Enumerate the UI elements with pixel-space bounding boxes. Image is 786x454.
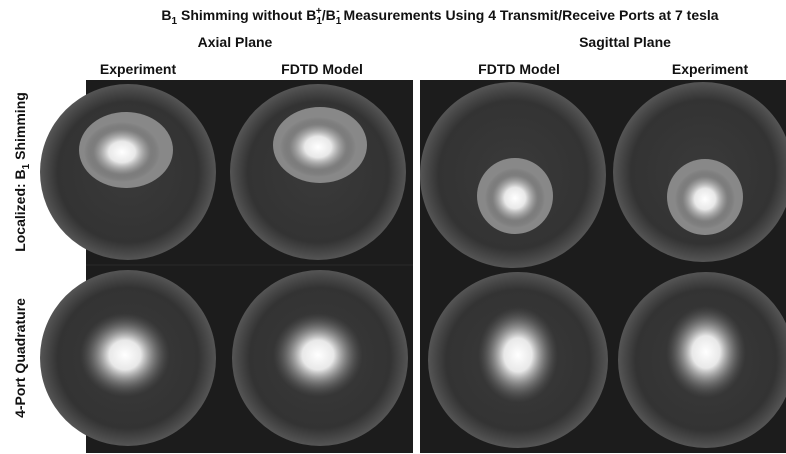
title-part: B [161,7,171,23]
row-part: Localized: B [12,169,28,251]
plane-label: Sagittal Plane [579,34,671,50]
plane-label: Axial Plane [198,34,273,50]
column-label: Experiment [100,61,177,77]
title-part: /B [322,7,336,23]
figure: B1 Shimming without B1+/B1- Measurements… [0,0,786,454]
title-part: Measurements Using 4 Transmit/Receive Po… [340,7,719,23]
column-label: Experiment [672,61,749,77]
column-label: FDTD Model [478,61,560,77]
figure-title: B1 Shimming without B1+/B1- Measurements… [161,6,718,27]
column-label: FDTD Model [281,61,363,77]
title-part: Shimming without B [177,7,316,23]
row-part: Shimming [12,92,28,164]
row-label: 4-Port Quadrature [12,298,28,418]
row-label: Localized: B1 Shimming [12,92,32,252]
